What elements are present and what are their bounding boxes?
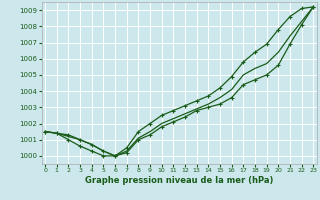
X-axis label: Graphe pression niveau de la mer (hPa): Graphe pression niveau de la mer (hPa)	[85, 176, 273, 185]
